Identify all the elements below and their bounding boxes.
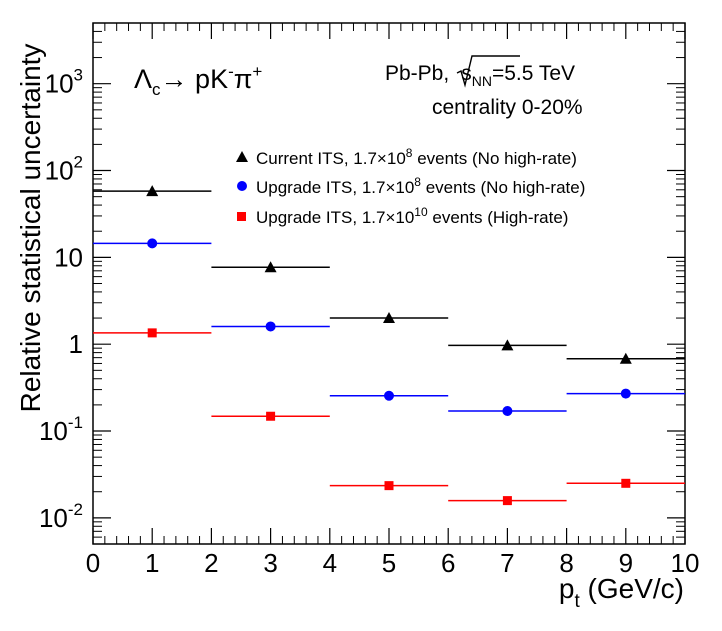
legend-label: Upgrade ITS, 1.7×1010 events (High-rate)	[256, 205, 568, 227]
data-point-square	[621, 478, 631, 488]
x-axis-title-rest: (GeV/c)	[580, 573, 684, 604]
system-sqrt-s: s	[461, 62, 472, 85]
y-tick-label: 10-1	[39, 413, 83, 446]
decay-pi-sup: +	[252, 62, 262, 81]
major-ticks	[92, 23, 686, 544]
x-tick-label: 7	[500, 548, 514, 578]
legend-label: Upgrade ITS, 1.7×108 events (No high-rat…	[256, 175, 585, 197]
x-axis-title-sub: t	[574, 591, 580, 612]
x-axis-title-main: p	[559, 573, 575, 604]
decay-k-sup: -	[228, 62, 234, 81]
y-tick-label: 10	[54, 242, 83, 272]
system-label: Pb-Pb, sNN=5.5 TeV	[385, 62, 575, 89]
x-tick-label: 1	[145, 548, 159, 578]
system-sqrt-nn: NN	[472, 73, 492, 89]
x-axis-title: pt (GeV/c)	[559, 573, 684, 612]
data-point-triangle	[501, 339, 514, 351]
x-tick-label: 9	[619, 548, 633, 578]
legend-marker-circle	[237, 181, 247, 191]
data-point-triangle	[264, 261, 277, 273]
data-point-circle	[384, 390, 394, 401]
centrality-label: centrality 0-20%	[432, 96, 583, 119]
x-tick-label: 10	[671, 548, 700, 578]
data-point-square	[147, 328, 157, 338]
x-tick-label: 4	[323, 548, 337, 578]
x-tick-label: 6	[441, 548, 455, 578]
decay-lambda-sub: c	[152, 80, 161, 99]
data-point-circle	[147, 238, 158, 249]
legend: Current ITS, 1.7×108 events (No high-rat…	[236, 146, 585, 227]
y-tick-label: 102	[45, 153, 83, 186]
plot-frame	[92, 22, 686, 545]
data-point-square	[266, 411, 276, 421]
x-tick-label: 8	[559, 548, 573, 578]
x-tick-label: 5	[382, 548, 396, 578]
legend-entry-upgrade-its-no-high-rate: Upgrade ITS, 1.7×108 events (No high-rat…	[237, 175, 585, 197]
legend-entry-upgrade-its-high-rate: Upgrade ITS, 1.7×1010 events (High-rate)	[237, 205, 568, 227]
data-point-triangle	[383, 312, 395, 324]
data-point-square	[502, 496, 512, 506]
x-tick-label: 2	[204, 548, 218, 578]
data-series	[93, 185, 685, 506]
data-point-circle	[265, 321, 276, 332]
y-tick-label: 1	[69, 329, 83, 359]
legend-marker-square	[237, 212, 246, 221]
data-point-triangle	[146, 185, 159, 197]
system-energy: =5.5 TeV	[492, 62, 575, 85]
legend-marker-triangle	[236, 151, 248, 162]
data-point-square	[384, 481, 394, 491]
system-pre: Pb-Pb,	[385, 62, 449, 85]
data-point-circle	[502, 406, 513, 417]
y-tick-label: 103	[45, 66, 83, 99]
x-tick-label: 0	[86, 548, 100, 578]
x-tick-label: 3	[263, 548, 277, 578]
y-tick-labels: 10-2 10-1 1 10 102 103	[39, 66, 83, 533]
legend-entry-current-its: Current ITS, 1.7×108 events (No high-rat…	[236, 146, 577, 168]
decay-channel-label: Λc→ pK-π+	[134, 62, 262, 99]
minor-ticks	[93, 22, 685, 545]
decay-lambda: Λ	[134, 64, 152, 94]
data-point-triangle	[619, 352, 632, 364]
y-tick-label: 10-2	[39, 500, 83, 533]
decay-arrow-pk: → pK	[161, 64, 229, 94]
x-tick-labels: 0 1 2 3 4 5 6 7 8 9 10	[86, 548, 700, 578]
sqrt-symbol	[456, 55, 520, 88]
decay-pi: π	[234, 64, 253, 94]
legend-label: Current ITS, 1.7×108 events (No high-rat…	[256, 146, 577, 168]
data-point-circle	[620, 388, 631, 399]
y-axis-title: Relative statistical uncertainty	[15, 44, 46, 413]
